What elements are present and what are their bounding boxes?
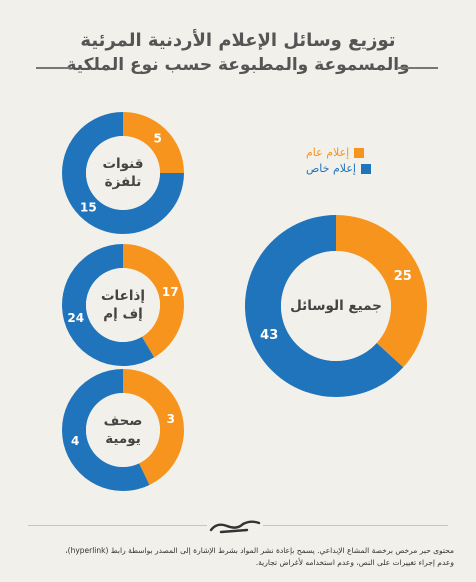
legend-swatch-private — [360, 163, 371, 174]
donut-0-hole — [86, 136, 160, 210]
donut-3-center-label-0: جميع الوسائل — [290, 298, 382, 314]
donut-1-center-label-1: إف إم — [103, 306, 143, 322]
legend-label-public: إعلام عام — [306, 146, 350, 159]
chart-title-line-2: والمسموعة والمطبوعة حسب نوع الملكية — [66, 55, 410, 75]
donut-2-slice-1 — [62, 369, 150, 491]
donut-1-value-label-1: 24 — [67, 311, 84, 325]
donut-3-value-label-1: 43 — [260, 328, 278, 343]
donut-0-value-label-1: 15 — [80, 201, 97, 215]
license-note-line-2: وعدم إجراء تغييرات على النص، وعدم استخدا… — [255, 558, 454, 567]
donut-2-hole — [86, 393, 160, 467]
donut-0-center-label-1: تلفزة — [105, 174, 142, 190]
donut-1-slice-0 — [123, 244, 184, 358]
donut-1-value-label-0: 17 — [162, 285, 179, 299]
donut-1-hole — [86, 268, 160, 342]
title-rule-left — [36, 67, 70, 69]
license-note-line-1: محتوى حبر مرخص برخصة المشاع الإبداعي. يس… — [65, 546, 454, 555]
title-rule-right — [398, 67, 438, 69]
donut-0-center-label-0: قنوات — [102, 156, 143, 172]
chart-title-line-1: توزيع وسائل الإعلام الأردنية المرئية — [80, 30, 396, 51]
donut-3-value-label-0: 25 — [394, 269, 412, 284]
donut-3-slice-0 — [336, 215, 428, 368]
donut-0-value-label-0: 5 — [153, 131, 161, 145]
publisher-logo — [207, 520, 263, 534]
donut-2-value-label-0: 3 — [167, 412, 175, 426]
donut-0-slice-1 — [62, 112, 184, 234]
donut-2-center-label-1: يومية — [105, 431, 141, 447]
legend-swatch-public — [354, 147, 365, 158]
donut-1-center-label-0: إذاعات — [101, 288, 145, 304]
donut-2-slice-0 — [123, 369, 185, 485]
donut-0-slice-0 — [123, 112, 184, 173]
donut-2-value-label-1: 4 — [71, 434, 79, 448]
donut-3-hole — [281, 251, 391, 361]
donut-1-slice-1 — [61, 244, 155, 366]
legend-label-private: إعلام خاص — [306, 162, 356, 175]
donut-3-slice-1 — [245, 215, 404, 398]
legend-item-private: إعلام خاص — [306, 162, 371, 175]
legend-item-public: إعلام عام — [306, 146, 365, 159]
donut-2-center-label-0: صحف — [104, 413, 143, 429]
